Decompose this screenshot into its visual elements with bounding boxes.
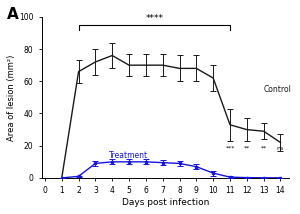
Y-axis label: Area of lesion (mm²): Area of lesion (mm²) [7,54,16,141]
Text: Treatment: Treatment [109,151,148,160]
X-axis label: Days post infection: Days post infection [122,198,209,207]
Text: Control: Control [264,85,292,94]
Text: ***: *** [225,146,235,151]
Text: **: ** [260,146,267,151]
Text: **: ** [244,146,250,151]
Text: ****: **** [145,14,163,23]
Text: A: A [7,7,19,22]
Text: ns: ns [277,146,284,151]
